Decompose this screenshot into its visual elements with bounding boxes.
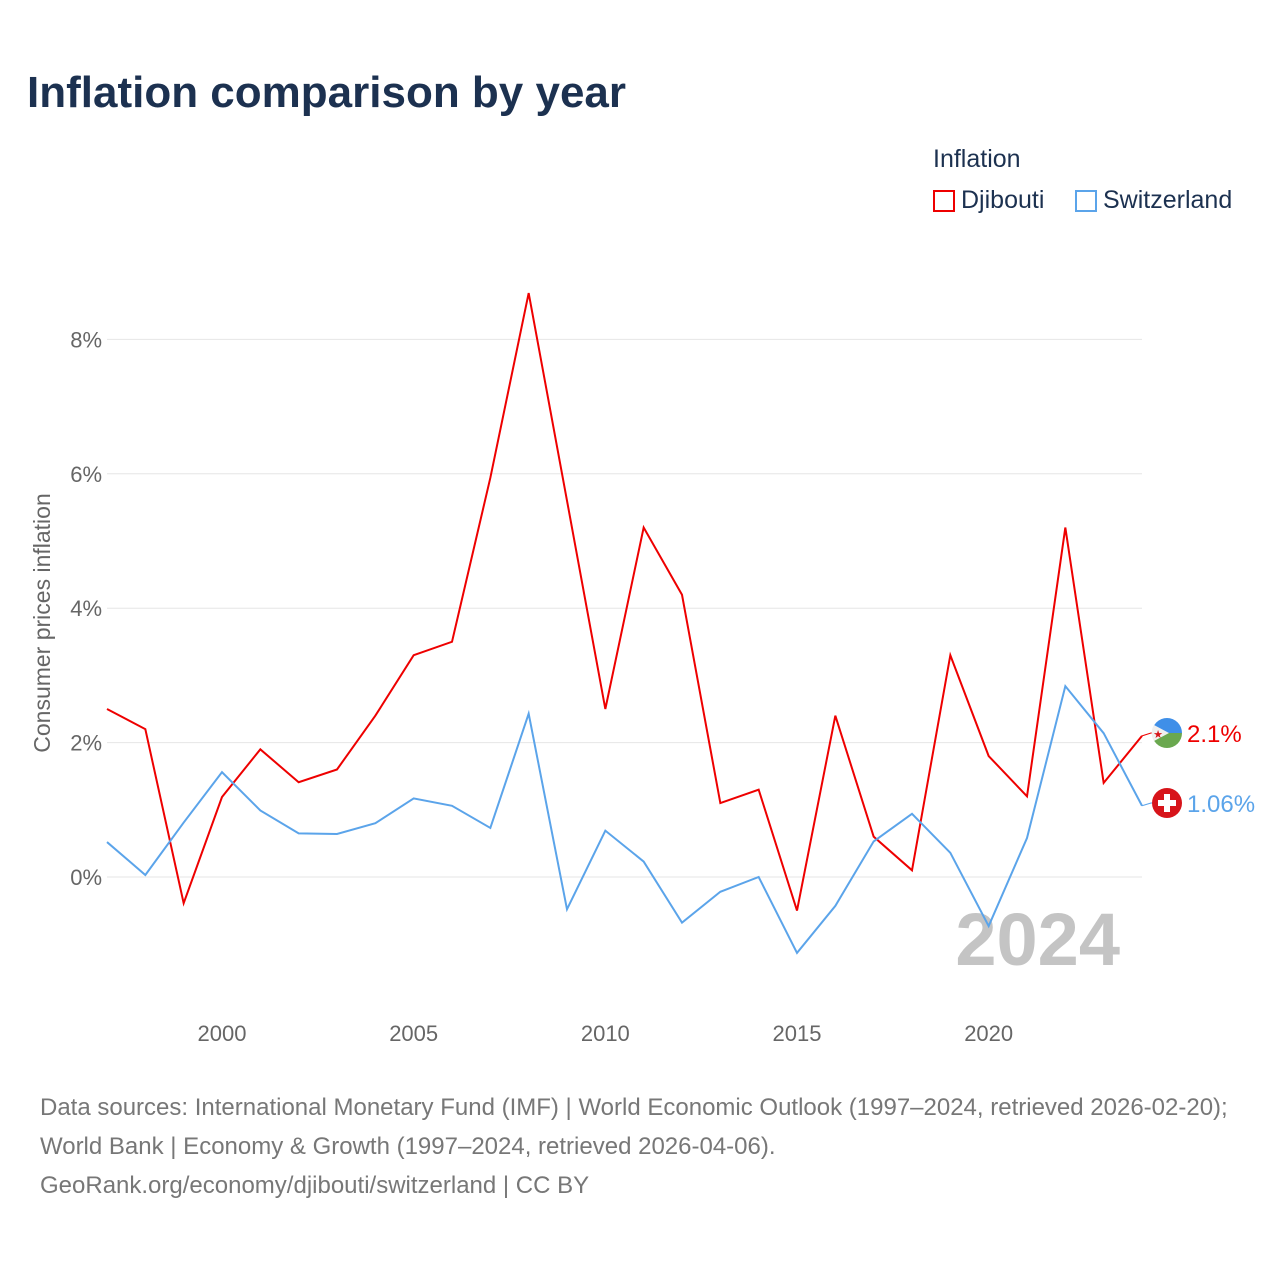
y-tick-label: 2% — [70, 731, 102, 756]
attribution: GeoRank.org/economy/djibouti/switzerland… — [40, 1172, 590, 1199]
djibouti-flag-icon — [1151, 725, 1169, 741]
legend-item-switzerland[interactable]: Switzerland — [1075, 186, 1232, 215]
y-tick-label: 6% — [70, 462, 102, 487]
source-text: Data sources: International Monetary Fun… — [40, 1094, 1228, 1160]
legend-label: Switzerland — [1103, 186, 1233, 214]
year-watermark: 2024 — [955, 898, 1120, 981]
x-tick-label: 2005 — [389, 1021, 438, 1046]
y-tick-label: 8% — [70, 327, 102, 352]
y-tick-label: 4% — [70, 596, 102, 621]
end-value-label: 1.06% — [1187, 791, 1255, 818]
series-line-djibouti — [106, 292, 1143, 911]
legend-swatch-switzerland — [1075, 189, 1097, 212]
end-value-label: 2.1% — [1187, 721, 1242, 748]
x-tick-label: 2010 — [581, 1021, 630, 1046]
legend-swatch-djibouti — [933, 189, 955, 212]
y-axis-label: Consumer prices inflation — [29, 493, 55, 753]
x-tick-label: 2020 — [964, 1021, 1013, 1046]
legend-label: Djibouti — [961, 186, 1045, 214]
legend-title: Inflation — [933, 145, 1021, 173]
star-icon: ★ — [1153, 729, 1163, 741]
series-line-switzerland — [106, 683, 1143, 955]
swiss-cross-icon — [1158, 794, 1176, 812]
x-tick-label: 2000 — [198, 1021, 247, 1046]
x-tick-label: 2015 — [773, 1021, 822, 1046]
source-note: Data sources: International Monetary Fun… — [40, 1088, 1250, 1205]
chart-title: Inflation comparison by year — [27, 68, 627, 117]
legend-item-djibouti[interactable]: Djibouti — [933, 186, 1044, 215]
y-tick-label: 0% — [70, 865, 102, 890]
